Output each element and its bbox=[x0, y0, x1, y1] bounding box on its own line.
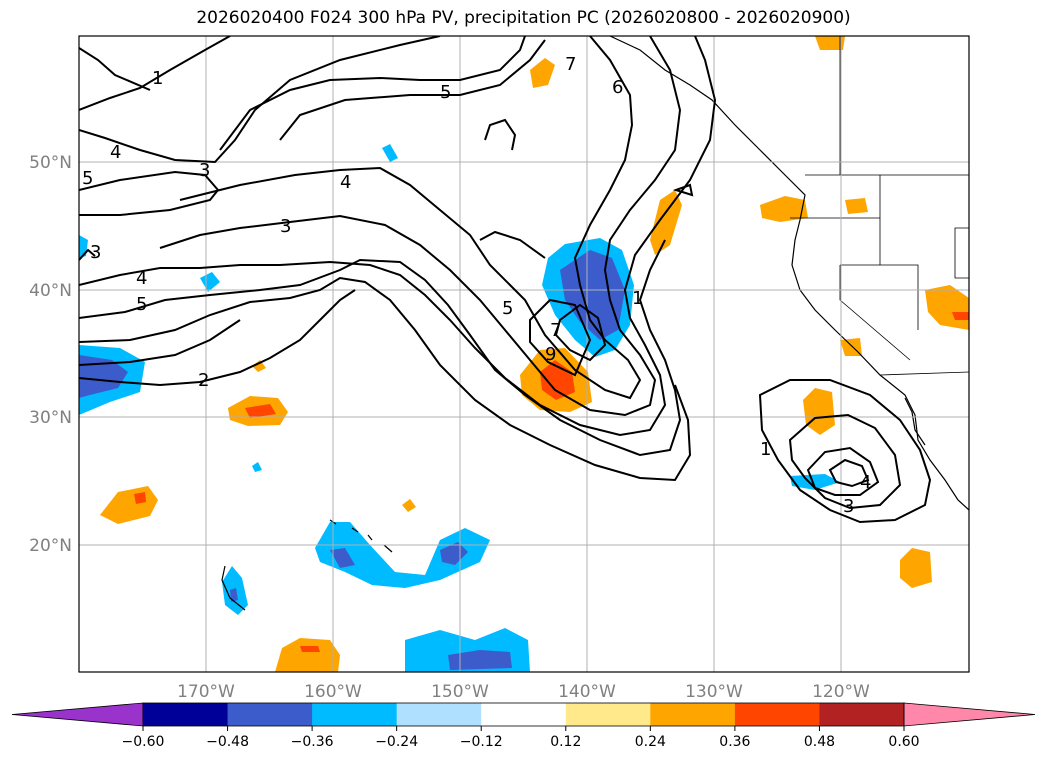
precip-negative-core bbox=[330, 548, 355, 568]
pv-contours bbox=[79, 36, 932, 524]
precip-positive-core bbox=[952, 312, 969, 320]
precip-positive-core bbox=[300, 646, 320, 652]
lat-label: 40°N bbox=[29, 281, 72, 301]
lat-label: 50°N bbox=[29, 153, 72, 173]
contour-label: 9 bbox=[545, 344, 556, 365]
colorbar-tick-label: −0.60 bbox=[122, 734, 165, 750]
map-border bbox=[78, 35, 970, 673]
precip-negative-area bbox=[790, 474, 840, 490]
colorbar-bin bbox=[734, 703, 820, 726]
lon-label: 120°W bbox=[812, 682, 870, 702]
political-borders bbox=[790, 36, 969, 376]
precip-negative-area bbox=[200, 272, 220, 292]
precip-negative-area bbox=[382, 144, 398, 162]
precip-positive-area bbox=[760, 196, 808, 222]
precip-positive-core bbox=[245, 404, 276, 418]
contour-label: 4 bbox=[340, 172, 351, 193]
contour-label: 4 bbox=[110, 142, 121, 163]
precip-positive-area bbox=[275, 638, 340, 672]
precip-negative-area bbox=[315, 522, 490, 588]
contour-label: 1 bbox=[152, 68, 163, 89]
precip-positive-area bbox=[650, 190, 682, 255]
colorbar-tick-label: 0.60 bbox=[888, 734, 919, 750]
lon-label: 150°W bbox=[431, 682, 489, 702]
contour-label: 5 bbox=[502, 298, 513, 319]
colorbar-border bbox=[142, 702, 905, 727]
contour-label: 2 bbox=[198, 370, 209, 391]
colorbar-bin bbox=[819, 703, 905, 726]
precip-negative-core bbox=[560, 250, 625, 340]
colorbar-extend-high bbox=[903, 702, 1036, 727]
map-title: 2026020400 F024 300 hPa PV, precipitatio… bbox=[196, 8, 851, 28]
longitude-labels: 170°W 160°W 150°W 140°W 130°W 120°W bbox=[177, 682, 870, 702]
lon-label: 140°W bbox=[558, 682, 616, 702]
precip-positive-area bbox=[803, 388, 835, 435]
colorbar: −0.60 −0.48 −0.36 −0.24 −0.12 0.12 0.24 0.36 0.4… bbox=[11, 702, 1036, 750]
precip-negative-core bbox=[230, 588, 238, 602]
precip-positive-area bbox=[252, 360, 266, 372]
colorbar-tick-label: 0.12 bbox=[550, 734, 581, 750]
precip-negative-area bbox=[252, 462, 262, 472]
precipitation-shading bbox=[79, 36, 969, 672]
graticule bbox=[79, 36, 969, 672]
lon-label: 130°W bbox=[685, 682, 743, 702]
precip-negative-core bbox=[79, 355, 128, 398]
contour-label: 5 bbox=[440, 82, 451, 103]
contour-label: 3 bbox=[843, 496, 854, 517]
precip-positive-area bbox=[402, 499, 416, 512]
contour-label: 7 bbox=[565, 54, 576, 75]
contour-label: 7 bbox=[550, 320, 561, 341]
colorbar-bin bbox=[565, 703, 651, 726]
colorbar-bin bbox=[396, 703, 482, 726]
colorbar-bin bbox=[227, 703, 313, 726]
contour-label: 3 bbox=[90, 242, 101, 263]
colorbar-tick-label: −0.24 bbox=[375, 734, 418, 750]
colorbar-tick-label: 0.36 bbox=[719, 734, 750, 750]
pv-contour-labels: 1 4 5 3 4 3 5 3 4 5 2 7 6 5 7 1 9 1 4 3 bbox=[82, 54, 871, 517]
lat-label: 20°N bbox=[29, 536, 72, 556]
colorbar-tick-label: −0.36 bbox=[291, 734, 334, 750]
precip-negative-core bbox=[448, 650, 512, 670]
colorbar-tick-label: 0.24 bbox=[635, 734, 666, 750]
precip-positive-area bbox=[845, 198, 868, 214]
colorbar-tick-label: 0.48 bbox=[804, 734, 835, 750]
colorbar-bin bbox=[650, 703, 736, 726]
contour-label: 3 bbox=[199, 160, 210, 181]
lon-label: 170°W bbox=[177, 682, 235, 702]
precip-negative-core bbox=[440, 542, 468, 565]
lon-label: 160°W bbox=[304, 682, 362, 702]
colorbar-bin bbox=[481, 703, 567, 726]
colorbar-tick-label: −0.48 bbox=[206, 734, 249, 750]
contour-label: 4 bbox=[136, 268, 147, 289]
contour-label: 3 bbox=[280, 216, 291, 237]
precip-positive-area bbox=[815, 36, 845, 50]
precip-positive-area bbox=[530, 58, 555, 88]
precip-positive-area bbox=[840, 338, 862, 356]
colorbar-extend-low bbox=[11, 702, 144, 727]
contour-label: 1 bbox=[632, 288, 643, 309]
precip-positive-core bbox=[134, 492, 146, 504]
contour-label: 5 bbox=[136, 294, 147, 315]
colorbar-bin bbox=[143, 703, 229, 726]
contour-label: 4 bbox=[860, 472, 871, 493]
precip-positive-area bbox=[900, 548, 932, 588]
colorbar-tick-label: −0.12 bbox=[460, 734, 503, 750]
latitude-labels: 50°N 40°N 30°N 20°N bbox=[29, 153, 72, 556]
contour-label: 1 bbox=[760, 439, 771, 460]
colorbar-bin bbox=[312, 703, 398, 726]
contour-label: 6 bbox=[612, 77, 623, 98]
contour-label: 5 bbox=[82, 168, 93, 189]
lat-label: 30°N bbox=[29, 408, 72, 428]
